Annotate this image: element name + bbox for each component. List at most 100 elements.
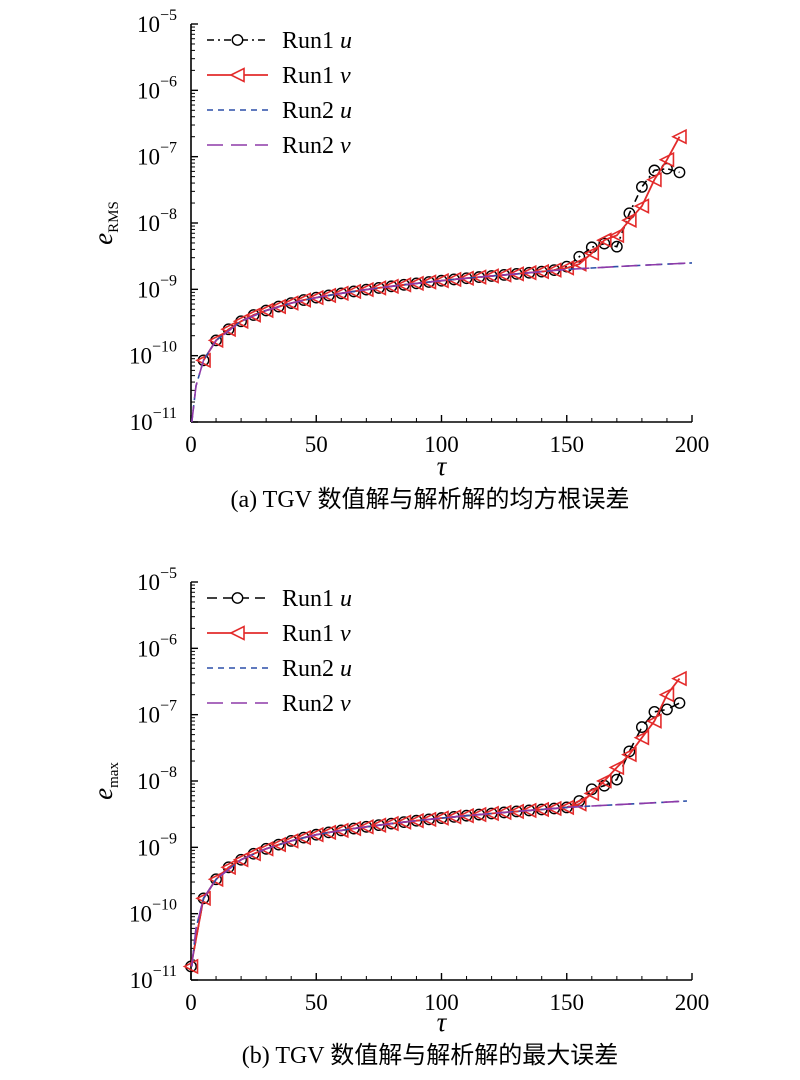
x-tick-label: 50 [305,990,328,1015]
data-point [673,697,686,709]
data-point [320,824,337,841]
series-line [191,262,693,423]
series-line [190,702,680,967]
data-point [220,321,236,338]
data-point [333,822,349,839]
series-run1-u [197,162,686,367]
series-line [202,167,680,361]
data-point [307,826,324,843]
data-point [333,285,349,302]
data-point [583,785,600,802]
data-point [207,332,224,349]
data-point [345,820,362,837]
data-point [661,703,673,716]
data-point [608,759,625,776]
legend-label: Run2 u [282,656,352,682]
legend-label: Run2 v [282,691,351,717]
series-line [191,800,688,967]
legend-marker [231,592,244,604]
data-point [636,721,648,733]
data-point [408,275,424,292]
y-tick-label: 10−8 [137,764,177,794]
y-tick-label: 10−11 [130,405,177,435]
y-tick-label: 10−11 [130,963,177,993]
x-tick-label: 0 [185,432,197,457]
legend-label: Run1 v [282,63,351,89]
chart-panel-a: 10−11 10−10 10−9 10−8 10−7 10−6 10−5 0 50 100 150 2… [88,7,709,513]
series-run2-u [191,800,688,967]
legend-label: Run2 v [282,133,351,159]
series-run1-u [185,697,686,973]
y-tick-label: 10−6 [137,73,177,103]
data-point [345,283,362,300]
legend-marker [229,625,245,641]
data-point [207,871,224,888]
data-point [282,833,299,849]
data-point [358,281,374,298]
plot-area [191,128,693,423]
x-tick-label: 100 [424,432,459,457]
data-point [610,773,623,786]
x-tick-label: 200 [675,990,710,1015]
data-point [558,260,575,276]
legend-marker [231,34,244,46]
y-tick-label: 10−9 [137,272,177,302]
data-point [658,151,675,168]
x-tick-label: 150 [550,990,585,1015]
data-point [257,841,274,857]
data-point [232,313,249,330]
data-point [621,746,637,763]
y-axis-label: emax [88,762,122,800]
data-point [583,245,600,262]
series-run1-v [195,128,687,369]
legend-label: Run1 u [282,586,352,612]
x-tick-label: 50 [305,432,328,457]
y-tick-label: 10−5 [137,565,177,595]
data-point [245,845,261,862]
data-point [636,181,648,193]
plot-area [182,670,688,975]
data-point [282,295,299,311]
data-point [596,773,612,789]
x-axis-label: τ [437,1007,448,1037]
figure-caption: (a) TGV 数值解与解析解的均方根误差 [230,486,629,513]
data-point [671,128,687,145]
data-point [646,171,662,188]
data-point [220,859,236,876]
legend: Run1 u Run1 v Run2 u Run2 v [207,28,352,159]
data-point [673,166,686,179]
y-tick-label: 10−10 [129,897,177,927]
data-point [573,250,586,263]
data-point [270,298,286,315]
data-point [508,266,524,282]
y-tick-label: 10−6 [137,631,177,661]
series-run2-v [191,800,688,967]
data-point [646,713,662,729]
x-tick-label: 100 [424,990,459,1015]
legend-label: Run1 v [282,621,351,647]
series-run1-v [182,670,687,975]
y-tick-label: 10−9 [137,830,177,860]
data-point [257,302,274,319]
series-line [191,800,688,967]
data-point [358,819,374,835]
legend-label: Run1 u [282,28,352,54]
series-run2-u [191,262,693,423]
data-point [633,729,650,746]
data-point [433,272,449,289]
y-axis-label: eRMS [88,201,122,245]
data-point [195,890,211,907]
legend: Run1 u Run1 v Run2 u Run2 v [207,586,352,717]
x-tick-label: 0 [185,990,197,1015]
legend-marker [229,67,245,83]
data-point [610,240,623,253]
data-point [598,237,611,250]
y-tick-label: 10−7 [137,140,177,170]
data-point [621,212,637,229]
data-point [383,815,399,832]
series-line [191,262,693,423]
chart-panel-b: 10−11 10−10 10−9 10−8 10−7 10−6 10−5 0 50 100 150 2… [88,565,709,1069]
y-tick-label: 10−8 [137,206,177,236]
figure-caption: (b) TGV 数值解与解析解的最大误差 [242,1042,618,1069]
